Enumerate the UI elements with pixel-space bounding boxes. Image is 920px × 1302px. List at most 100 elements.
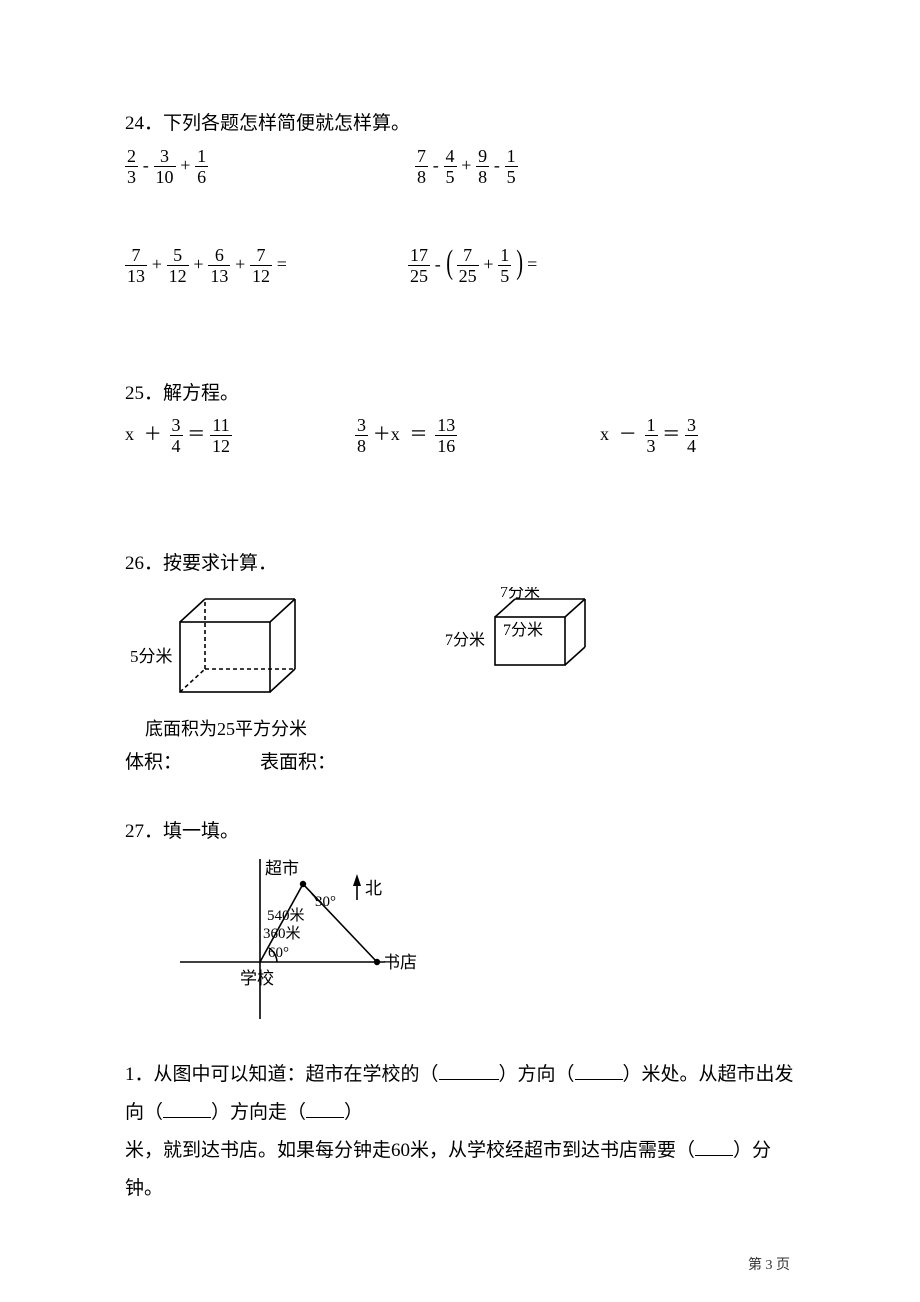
label-bookstore: 书店	[383, 953, 417, 972]
plus: ＋	[141, 421, 165, 448]
q24-r2c1: 713 + 512 + 613 + 712 =	[125, 246, 408, 285]
t: ）	[344, 1102, 363, 1123]
label-front: 7分米	[503, 621, 543, 639]
page-number: 第 3 页	[748, 1255, 790, 1276]
n: 5	[167, 246, 189, 265]
n: 7	[125, 246, 147, 265]
n: 3	[154, 147, 176, 166]
d: 8	[476, 166, 489, 186]
plus: +	[152, 251, 162, 278]
n: 7	[250, 246, 272, 265]
n: 1	[505, 147, 518, 166]
d: 4	[685, 435, 698, 455]
d: 8	[355, 435, 368, 455]
blank	[575, 1061, 623, 1079]
direction-map-icon: 超市 北 30° 540米 360米 60° 书店 学校	[165, 854, 425, 1024]
label-540: 540米	[267, 907, 305, 924]
d: 13	[125, 265, 147, 285]
n: 1	[498, 246, 511, 265]
d: 4	[170, 435, 183, 455]
label-side: 7分米	[445, 631, 485, 649]
blank	[439, 1061, 499, 1079]
minus: －	[616, 421, 640, 448]
q26-volume-label: 体积：	[125, 749, 260, 778]
n: 6	[208, 246, 230, 265]
q27-head: 27．填一填。	[125, 818, 800, 847]
q24-r2c2: 1725 - ( 725 + 15 ) =	[408, 246, 537, 285]
minus: -	[494, 152, 500, 179]
t: ）方向（	[499, 1064, 575, 1085]
blank	[695, 1137, 733, 1155]
n: 3	[170, 416, 183, 435]
n: 13	[435, 416, 457, 435]
d: 12	[167, 265, 189, 285]
label-360: 360米	[263, 925, 301, 942]
q26-answers: 体积： 表面积：	[125, 749, 800, 778]
n: 9	[476, 147, 489, 166]
n: 1	[645, 416, 658, 435]
n: 7	[457, 246, 479, 265]
d: 12	[210, 435, 232, 455]
plus: +	[180, 152, 190, 179]
n: 3	[355, 416, 368, 435]
blank	[306, 1099, 344, 1117]
d: 6	[195, 166, 208, 186]
d: 8	[415, 166, 428, 186]
x: x	[125, 421, 136, 448]
n: 1	[195, 147, 208, 166]
plus: +	[235, 251, 245, 278]
q26-head: 26．按要求计算．	[125, 550, 800, 579]
label-60: 60°	[268, 945, 289, 961]
q25-e3: x － 13 ＝ 34	[600, 416, 698, 455]
n: 7	[415, 147, 428, 166]
n: 4	[444, 147, 457, 166]
d: 3	[645, 435, 658, 455]
q25-e1: x ＋ 34 ＝ 1112	[125, 416, 355, 455]
eq: ＝	[662, 421, 680, 448]
eq: =	[277, 251, 287, 278]
cuboid-left-icon: 5分米	[125, 587, 325, 707]
page: 24．下列各题怎样简便就怎样算。 23 - 310 + 16 78 - 45 +…	[0, 0, 920, 1302]
minus: -	[435, 251, 441, 278]
eq: ＝	[407, 421, 431, 448]
d: 25	[408, 265, 430, 285]
minus: -	[433, 152, 439, 179]
label-school: 学校	[240, 969, 274, 988]
plus: +	[461, 152, 471, 179]
label-supermarket: 超市	[265, 859, 299, 878]
q26-surface-label: 表面积：	[260, 749, 336, 778]
q27-paragraph: 1．从图中可以知道：超市在学校的（）方向（）米处。从超市出发向（）方向走（） 米…	[125, 1056, 800, 1208]
d: 5	[444, 166, 457, 186]
d: 3	[125, 166, 138, 186]
q24-r1c1: 23 - 310 + 16	[125, 147, 415, 186]
q24-head: 24．下列各题怎样简便就怎样算。	[125, 110, 800, 139]
t: 米，就到达书店。如果每分钟走60米，从学校经超市到达书店需要（	[125, 1140, 695, 1161]
q25-row: x ＋ 34 ＝ 1112 38 ＋x ＝ 1316 x － 13 ＝ 34	[125, 416, 800, 455]
d: 5	[498, 265, 511, 285]
d: 25	[457, 265, 479, 285]
d: 12	[250, 265, 272, 285]
d: 10	[154, 166, 176, 186]
q26-figures: 5分米 底面积为25平方分米 7分米 7分米 7分米	[125, 587, 800, 744]
label-5dm: 5分米	[130, 647, 173, 666]
n: 11	[210, 416, 232, 435]
n: 17	[408, 246, 430, 265]
eq: =	[527, 251, 537, 278]
q24-r1c2: 78 - 45 + 98 - 15	[415, 147, 518, 186]
n: 2	[125, 147, 138, 166]
eq: ＝	[187, 421, 205, 448]
x: x	[600, 421, 611, 448]
n: 3	[685, 416, 698, 435]
label-30: 30°	[315, 894, 336, 910]
d: 13	[208, 265, 230, 285]
label-top: 7分米	[500, 587, 540, 601]
q24-row2: 713 + 512 + 613 + 712 = 1725 - ( 725 + 1…	[125, 246, 800, 285]
label-north: 北	[365, 879, 382, 898]
cuboid-right-icon: 7分米 7分米 7分米	[425, 587, 625, 687]
plus: +	[193, 251, 203, 278]
t: 1．从图中可以知道：超市在学校的（	[125, 1064, 439, 1085]
q25-head: 25．解方程。	[125, 380, 800, 409]
q26-left-caption: 底面积为25平方分米	[145, 716, 425, 743]
minus: -	[143, 152, 149, 179]
d: 5	[505, 166, 518, 186]
